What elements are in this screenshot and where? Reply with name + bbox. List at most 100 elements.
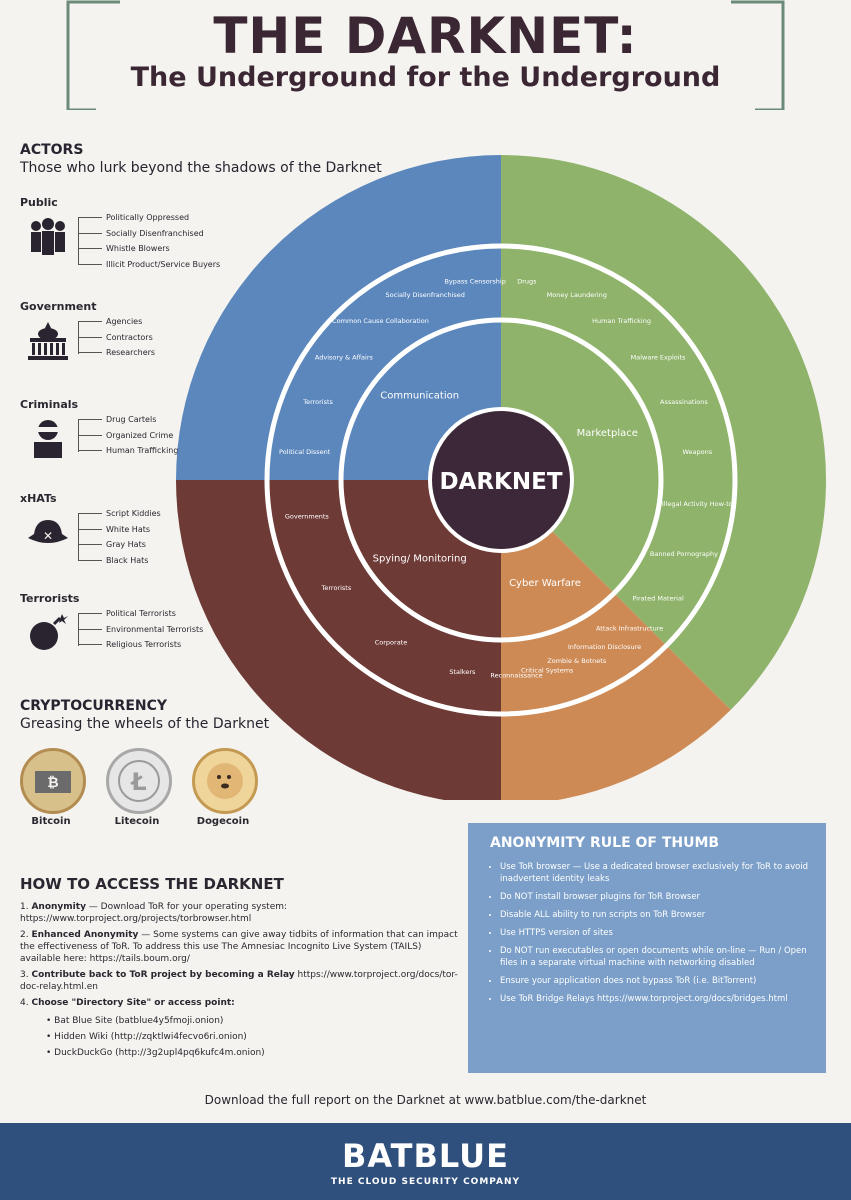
wheel-segment-item: Political Dissent — [279, 448, 331, 456]
actor-group-title: Public — [20, 196, 58, 209]
wheel-segment-item: Terrorists — [321, 584, 352, 592]
actor-group-public: Public Politically Oppressed Socially Di… — [20, 196, 240, 286]
crypto-subheading: Greasing the wheels of the Darknet — [20, 716, 270, 732]
hat-icon: ✕ — [28, 520, 68, 543]
actor-item: Researchers — [77, 345, 155, 361]
title-frame — [66, 0, 785, 110]
actor-item: Politically Oppressed — [77, 210, 220, 226]
wheel-segment-title: Marketplace — [577, 428, 638, 439]
bomb-icon — [30, 614, 68, 650]
actor-item: Agencies — [77, 314, 155, 330]
actor-item: Illicit Product/Service Buyers — [77, 257, 220, 273]
wheel-segment-item: Human Trafficking — [592, 317, 651, 325]
actor-group-title: Government — [20, 300, 97, 313]
actor-group-title: Criminals — [20, 398, 79, 411]
litecoin-coin-icon: Ł — [106, 748, 172, 814]
howto-section: HOW TO ACCESS THE DARKNET 1. Anonymity —… — [20, 875, 460, 1061]
actor-item: Script Kiddies — [78, 506, 161, 522]
svg-text:✕: ✕ — [43, 529, 53, 543]
actor-group-title: Terrorists — [20, 592, 80, 605]
brand-logo[interactable]: BATBLUE — [342, 1137, 509, 1175]
actor-item: Drug Cartels — [77, 412, 178, 428]
actor-item: Socially Disenfranchised — [77, 226, 220, 242]
directory-site-link[interactable]: • Bat Blue Site (batblue4y5fmoji.onion) — [46, 1016, 224, 1026]
wheel-segment-item: Common Cause Collaboration — [332, 317, 429, 325]
wheel-segment-item: Drugs — [517, 278, 537, 286]
directory-site-link[interactable]: • Hidden Wiki (http://zqktlwi4fecvo6ri.o… — [46, 1032, 247, 1042]
wheel-segment-item: Pirated Material — [632, 595, 684, 603]
coin-label: Litecoin — [114, 816, 160, 827]
actor-group-terrorists: Terrorists Political Terrorists Environm… — [20, 592, 240, 682]
wheel-segment-title: Cyber Warfare — [509, 578, 581, 589]
howto-heading: HOW TO ACCESS THE DARKNET — [20, 875, 284, 893]
rule-item: Ensure your application does not bypass … — [500, 975, 820, 987]
wheel-segment-title: Spying/ Monitoring — [373, 553, 467, 564]
wheel-slices — [176, 155, 826, 800]
actor-item: White Hats — [78, 522, 161, 538]
wheel-segment-item: Advisory & Affairs — [315, 353, 374, 361]
howto-step: 1. Anonymity — Download ToR for your ope… — [20, 902, 288, 924]
dogecoin-coin-icon — [192, 748, 258, 814]
rule-item: Do NOT run executables or open documents… — [500, 945, 820, 969]
actor-group-title: xHATs — [20, 492, 57, 505]
svg-text:Ł: Ł — [129, 768, 146, 796]
coin-label: Dogecoin — [196, 816, 250, 827]
actor-group-criminals: Criminals Drug Cartels Organized Crime H… — [20, 398, 240, 488]
wheel-segment-item: Money Laundering — [547, 291, 607, 299]
actors-subheading: Those who lurk beyond the shadows of the… — [20, 160, 382, 176]
actor-item: Political Terrorists — [77, 606, 203, 622]
page-title: THE DARKNET: — [213, 7, 638, 65]
darknet-wheel: DARKNET Communication Political Dissent Te… — [176, 155, 826, 800]
wheel-segment — [176, 480, 501, 800]
wheel-segment-item: Attack Infrastructure — [596, 625, 663, 633]
wheel-segment-item: Information Disclosure — [568, 643, 641, 651]
coin-label: Bitcoin — [31, 816, 71, 827]
howto-step: 3. Contribute back to ToR project by bec… — [20, 970, 458, 992]
wheel-segment-title: Communication — [380, 391, 459, 402]
actor-item: Religious Terrorists — [77, 637, 203, 653]
anonymity-rule-box: ANONYMITY RULE OF THUMB Use ToR browser … — [468, 823, 826, 1073]
actor-item: Gray Hats — [78, 537, 161, 553]
wheel-segment-item: Banned Pornography — [650, 550, 718, 558]
page-subtitle: The Underground for the Underground — [130, 62, 721, 93]
rule-heading: ANONYMITY RULE OF THUMB — [490, 835, 720, 851]
bitcoin-coin-icon: ₿ — [20, 748, 86, 814]
wheel-segment — [176, 155, 501, 480]
capitol-icon — [28, 322, 68, 360]
wheel-segment-item: Socially Disenfranchised — [386, 291, 465, 299]
wheel-segment-item: Zombie & Botnets — [547, 657, 607, 665]
actor-item: Black Hats — [78, 553, 161, 569]
rule-item: Disable ALL ability to run scripts on To… — [500, 909, 820, 921]
actor-item: Contractors — [77, 330, 155, 346]
actor-group-xhats: xHATs ✕ Script Kiddies White Hats Gray H… — [20, 492, 240, 582]
rule-item: Use HTTPS version of sites — [500, 927, 820, 939]
wheel-segment-item: Illegal Activity How-to — [662, 500, 733, 508]
actor-item: Whistle Blowers — [77, 241, 220, 257]
rule-item: Use ToR Bridge Relays https://www.torpro… — [500, 993, 820, 1005]
wheel-segment-item: Bypass Censorship — [444, 278, 505, 286]
directory-site-link[interactable]: • DuckDuckGo (http://3g2upl4pq6kufc4m.on… — [46, 1048, 265, 1058]
howto-step: 2. Enhanced Anonymity — Some systems can… — [20, 930, 458, 964]
wheel-ring-outer — [264, 243, 738, 717]
wheel-segment-item: Corporate — [375, 639, 408, 647]
howto-step: 4. Choose "Directory Site" or access poi… — [20, 998, 235, 1008]
rule-item: Use ToR browser — Use a dedicated browse… — [500, 861, 820, 885]
download-link[interactable]: Download the full report on the Darknet … — [204, 1093, 647, 1107]
wheel-segment-item: Assassinations — [660, 398, 708, 406]
masked-criminal-icon — [34, 420, 62, 458]
brand-tagline: THE CLOUD SECURITY COMPANY — [330, 1177, 521, 1187]
wheel-segment — [501, 480, 731, 800]
wheel-center-label: DARKNET — [439, 469, 562, 495]
wheel-segment-item: Reconnaissance — [490, 671, 542, 679]
wheel-segment-item: Malware Exploits — [631, 353, 687, 361]
wheel-segment-item: Governments — [285, 513, 330, 521]
actors-heading: ACTORS — [20, 142, 84, 158]
wheel-segment-item: Stalkers — [449, 668, 476, 676]
wheel-segment — [501, 155, 826, 710]
crypto-heading: CRYPTOCURRENCY — [20, 698, 168, 714]
footer-bar: BATBLUE THE CLOUD SECURITY COMPANY — [0, 1123, 851, 1200]
people-icon — [31, 218, 65, 255]
actor-item: Human Trafficking — [77, 443, 178, 459]
wheel-segment-item: Weapons — [682, 448, 712, 456]
actor-item: Environmental Terrorists — [77, 622, 203, 638]
